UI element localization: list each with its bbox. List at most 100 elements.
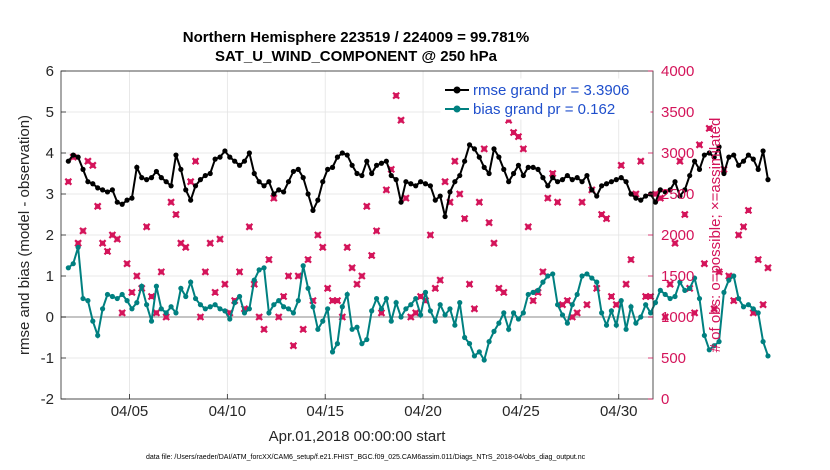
bias-point xyxy=(408,302,414,308)
obs-marker-dot xyxy=(95,203,101,209)
rmse-series xyxy=(65,142,771,220)
obs-marker xyxy=(216,235,224,243)
bias-point xyxy=(173,310,179,316)
rmse-point xyxy=(422,181,429,187)
obs-marker-dot xyxy=(124,261,130,267)
rmse-point xyxy=(687,172,693,179)
rmse-point xyxy=(207,170,213,177)
rmse-point xyxy=(569,177,575,183)
bias-point xyxy=(491,328,497,334)
obs-marker xyxy=(573,309,581,317)
left-tick-label: 6 xyxy=(46,63,54,80)
rmse-point xyxy=(246,150,252,156)
rmse-point xyxy=(750,156,756,162)
obs-marker-dot xyxy=(325,285,331,291)
bias-point xyxy=(266,310,272,316)
bias-point xyxy=(530,289,536,295)
rmse-point xyxy=(158,175,164,181)
chart-title-line1: Northern Hemisphere 223519 / 224009 = 99… xyxy=(183,29,529,46)
obs-marker-dot xyxy=(584,302,590,308)
rmse-point xyxy=(667,187,673,193)
obs-marker-dot xyxy=(236,269,243,275)
bias-point xyxy=(236,293,243,300)
bias-point xyxy=(114,295,120,302)
bias-point xyxy=(276,298,282,304)
obs-marker xyxy=(270,194,278,202)
bias-point xyxy=(726,277,732,283)
obs-marker-dot xyxy=(378,310,385,316)
obs-marker-dot xyxy=(104,248,111,254)
obs-marker-dot xyxy=(383,187,389,193)
bias-point xyxy=(144,302,150,308)
x-axis-label: Apr.01,2018 00:00:00 start xyxy=(269,428,447,445)
obs-marker-dot xyxy=(662,314,668,320)
obs-marker xyxy=(426,231,435,239)
rmse-point xyxy=(403,179,409,185)
obs-marker xyxy=(470,305,479,313)
left-tick-label: -1 xyxy=(41,350,54,367)
obs-marker xyxy=(133,272,141,280)
bias-point xyxy=(129,306,135,312)
bias-point xyxy=(574,291,580,298)
obs-marker-dot xyxy=(281,293,287,300)
rmse-point xyxy=(144,177,150,183)
rmse-point xyxy=(510,170,517,177)
rmse-point xyxy=(188,197,194,203)
obs-marker-dot xyxy=(736,232,742,238)
obs-marker xyxy=(646,292,655,301)
obs-marker-dot xyxy=(638,158,644,164)
obs-marker-dot xyxy=(682,211,688,218)
rmse-point xyxy=(183,187,189,193)
rmse-point xyxy=(481,164,487,170)
bias-point xyxy=(550,271,556,277)
bias-point xyxy=(119,291,125,298)
obs-marker xyxy=(372,227,381,235)
bias-point xyxy=(95,332,101,339)
rmse-point xyxy=(329,164,336,170)
bias-point xyxy=(227,316,233,322)
obs-marker xyxy=(539,268,547,276)
rmse-point xyxy=(65,158,71,164)
obs-marker-dot xyxy=(569,314,575,320)
obs-marker xyxy=(377,309,386,317)
bias-point xyxy=(486,339,492,345)
bias-point xyxy=(329,349,336,355)
rmse-point xyxy=(452,179,458,185)
obs-marker-dot xyxy=(481,146,487,152)
obs-marker-dot xyxy=(207,240,213,246)
right-y-axis-label: # of obs: o=possible; ×=assimilated xyxy=(707,118,724,353)
obs-marker xyxy=(676,157,684,165)
rmse-point xyxy=(418,179,424,185)
bias-point xyxy=(554,302,561,308)
bias-point xyxy=(418,312,424,318)
rmse-point xyxy=(334,154,341,160)
rmse-point xyxy=(300,175,306,181)
rmse-point xyxy=(471,146,478,152)
obs-marker-dot xyxy=(726,273,732,279)
obs-marker xyxy=(323,284,332,293)
obs-marker-dot xyxy=(545,195,551,201)
rmse-point xyxy=(153,168,160,175)
rmse-point xyxy=(486,170,492,177)
obs-marker xyxy=(402,194,410,202)
rmse-point xyxy=(594,193,600,199)
rmse-point xyxy=(75,154,81,160)
obs-marker-dot xyxy=(711,306,717,312)
bias-point xyxy=(672,293,678,300)
rmse-point xyxy=(315,197,321,203)
obs-marker xyxy=(441,177,449,186)
bias-point xyxy=(153,283,160,289)
obs-marker xyxy=(583,300,591,309)
rmse-point xyxy=(731,152,737,158)
bias-point xyxy=(393,300,399,306)
rmse-point xyxy=(677,193,683,199)
obs-marker xyxy=(265,255,273,264)
obs-marker xyxy=(343,243,351,252)
rmse-point xyxy=(369,170,375,177)
bias-point xyxy=(70,261,76,267)
bias-point xyxy=(75,244,81,250)
right-tick-label: 1000 xyxy=(661,309,694,326)
obs-marker xyxy=(455,190,464,198)
obs-marker-dot xyxy=(134,273,140,279)
